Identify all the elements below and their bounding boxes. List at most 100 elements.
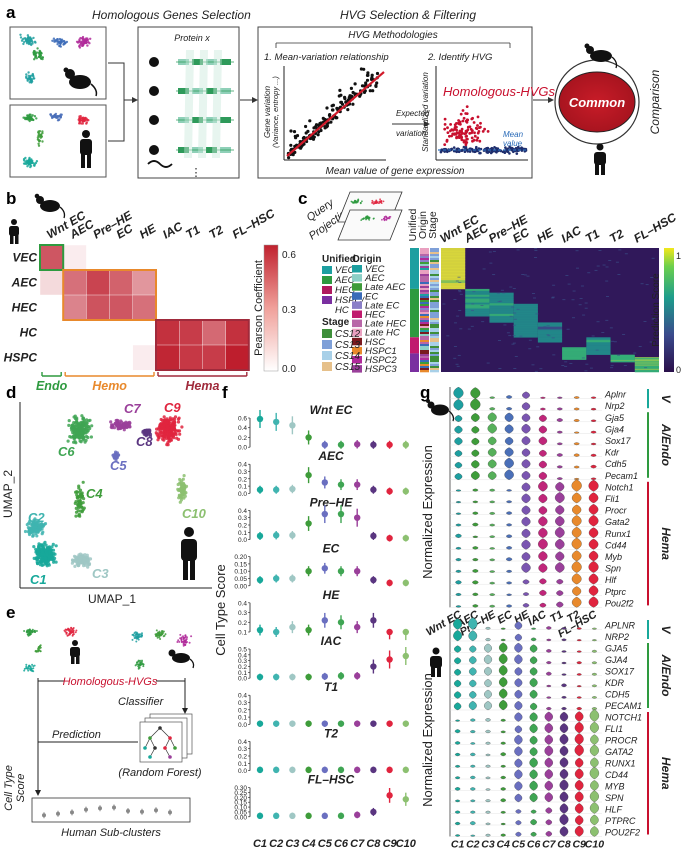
umap-point bbox=[39, 54, 42, 58]
scatter-point bbox=[308, 119, 312, 123]
baseline-point bbox=[517, 145, 520, 149]
baseline-point bbox=[520, 146, 523, 149]
stage-strip bbox=[430, 306, 439, 309]
prediction-noise bbox=[512, 335, 516, 337]
stage-strip bbox=[430, 340, 439, 343]
violin-shape bbox=[574, 803, 584, 814]
prediction-cell bbox=[634, 370, 659, 373]
score-point bbox=[305, 720, 312, 727]
mini-point bbox=[154, 808, 158, 813]
umap-point bbox=[65, 628, 68, 631]
stage-strip bbox=[430, 346, 439, 349]
prediction-noise bbox=[551, 296, 555, 298]
mouse-icon-e bbox=[168, 649, 195, 669]
score-point bbox=[305, 673, 312, 681]
umap-point bbox=[36, 138, 40, 141]
score-point bbox=[386, 766, 393, 774]
umap-point bbox=[165, 417, 169, 421]
origin-strip bbox=[420, 302, 429, 305]
umap-point bbox=[142, 663, 145, 666]
violin-shape bbox=[576, 673, 582, 676]
score-point bbox=[305, 812, 312, 820]
prediction-noise bbox=[459, 293, 463, 295]
umap-point bbox=[25, 38, 28, 41]
umap-point bbox=[37, 525, 41, 529]
violin-shape bbox=[522, 592, 530, 596]
umap-point bbox=[36, 555, 40, 559]
umap-point bbox=[183, 490, 187, 494]
prediction-cell bbox=[562, 356, 587, 359]
umap-point bbox=[28, 157, 31, 161]
violin-shape bbox=[529, 735, 538, 745]
violin-shape bbox=[557, 430, 563, 434]
subplot-tick-label: 0.4 bbox=[238, 693, 247, 700]
violin-shape bbox=[522, 391, 530, 399]
baseline-point bbox=[455, 147, 459, 151]
umap-point bbox=[387, 217, 390, 220]
scatter-point bbox=[346, 108, 350, 112]
umap-point bbox=[82, 497, 86, 501]
violin-shape bbox=[521, 528, 531, 538]
umap-point bbox=[131, 638, 134, 641]
violin-shape bbox=[454, 425, 463, 434]
prediction-cell bbox=[634, 360, 659, 362]
umap-point bbox=[190, 635, 193, 638]
umap-point bbox=[385, 218, 388, 221]
score-point bbox=[321, 565, 328, 572]
prediction-noise bbox=[453, 322, 457, 324]
hvg-point bbox=[460, 138, 464, 142]
human-umap-points bbox=[22, 112, 90, 169]
stage-strip bbox=[430, 334, 439, 337]
hvg-point bbox=[445, 140, 449, 143]
stage-strip bbox=[430, 298, 439, 301]
umap-point bbox=[115, 455, 119, 459]
umap-point bbox=[173, 415, 178, 419]
subplot-tick-label: 0.4 bbox=[238, 508, 247, 515]
prediction-noise bbox=[453, 346, 457, 347]
origin-swatch bbox=[352, 310, 362, 318]
prediction-cell bbox=[562, 352, 587, 354]
score-point bbox=[289, 623, 296, 631]
tree-node bbox=[148, 755, 152, 759]
umap-point bbox=[85, 553, 89, 557]
subcluster-x-label: C10 bbox=[396, 838, 417, 850]
score-point bbox=[386, 534, 393, 542]
violin-shape bbox=[529, 723, 538, 734]
violin-shape bbox=[454, 679, 462, 688]
prediction-cell bbox=[489, 296, 514, 300]
umap-point bbox=[79, 505, 83, 509]
origin-legend-item: HEC bbox=[365, 310, 385, 321]
violin-shape bbox=[531, 627, 536, 630]
prediction-noise bbox=[596, 265, 600, 267]
violin-shape bbox=[589, 802, 599, 814]
scatter-point bbox=[343, 95, 347, 99]
violin-shape bbox=[506, 511, 513, 515]
subplot-tick-label: 0.4 bbox=[238, 425, 247, 432]
gene-label: Fli1 bbox=[605, 494, 620, 504]
umap-point bbox=[379, 200, 382, 203]
score-point bbox=[289, 532, 296, 539]
violin-shape bbox=[590, 734, 599, 745]
mini-point bbox=[98, 806, 102, 811]
homologous-hvgs-e: Homologous-HVGs bbox=[63, 676, 158, 688]
origin-strip bbox=[420, 272, 429, 275]
stage-strip bbox=[430, 296, 439, 299]
heatmap-cell bbox=[225, 244, 250, 271]
prediction-noise bbox=[605, 296, 609, 298]
mini-score-box bbox=[31, 797, 191, 823]
umap-point bbox=[25, 523, 29, 527]
heatmap-cell bbox=[63, 244, 87, 271]
violin-shape bbox=[557, 477, 563, 480]
violin-shape bbox=[470, 730, 476, 734]
prediction-cell bbox=[537, 330, 563, 333]
heatmap-cell bbox=[109, 319, 134, 346]
violin-shape bbox=[555, 481, 565, 492]
group-label: Endo bbox=[36, 379, 68, 393]
hvg-point bbox=[475, 138, 479, 142]
umap-point bbox=[140, 663, 143, 666]
origin-swatch bbox=[352, 337, 362, 346]
prediction-noise bbox=[595, 349, 599, 351]
heatmap-cell bbox=[132, 344, 157, 371]
umap-point bbox=[374, 202, 377, 205]
origin-strip bbox=[420, 316, 429, 319]
